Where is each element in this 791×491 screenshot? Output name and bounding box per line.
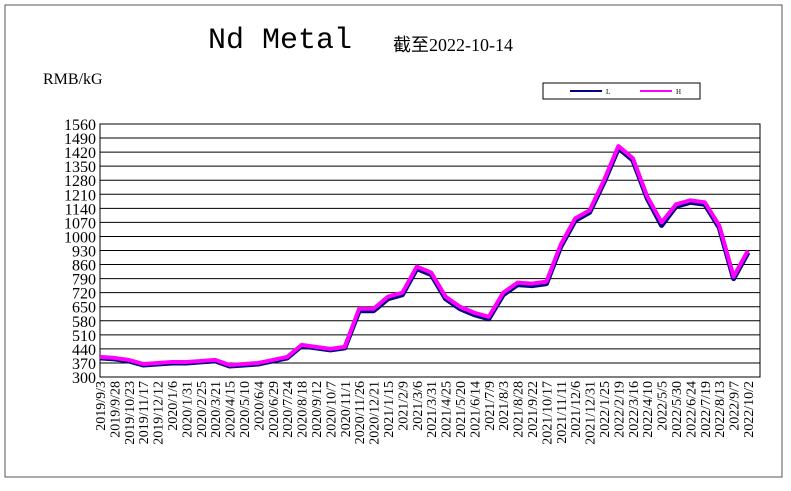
- y-tick-label: 650: [72, 300, 96, 317]
- x-tick-label: 2020/1/31: [180, 381, 195, 438]
- line-series: [99, 144, 750, 367]
- x-tick-label: 2020/8/18: [296, 381, 311, 438]
- y-tick-label: 1560: [64, 117, 96, 134]
- y-tick-label: 1280: [64, 173, 96, 190]
- x-tick-label: 2021/8/28: [512, 381, 527, 438]
- x-tick-label: 2022/6/24: [684, 381, 699, 438]
- x-tick-label: 2020/2/25: [195, 381, 210, 438]
- x-tick-label: 2021/4/25: [440, 381, 455, 438]
- chart-title: Nd Metal: [208, 24, 352, 58]
- x-tick-label: 2021/5/20: [454, 381, 469, 438]
- x-tick-label: 2020/11/1: [339, 381, 354, 437]
- y-tick-label: 1420: [64, 145, 96, 162]
- x-tick-label: 2020/5/10: [238, 381, 253, 438]
- legend-label: L: [606, 88, 610, 96]
- x-tick-label: 2021/6/14: [468, 381, 483, 438]
- x-tick-label: 2020/12/21: [368, 381, 383, 445]
- x-tick-label: 2022/1/25: [598, 381, 613, 438]
- y-tick-label: 1140: [65, 201, 96, 218]
- y-tick-label: 720: [72, 286, 96, 303]
- y-tick-label: 510: [72, 328, 96, 345]
- x-tick-label: 2022/5/30: [670, 381, 685, 438]
- x-tick-label: 2021/2/9: [396, 381, 411, 431]
- x-tick-label: 2019/11/17: [137, 381, 152, 444]
- x-tick-label: 2022/9/7: [728, 381, 743, 431]
- y-axis-label: RMB/kG: [43, 71, 103, 88]
- y-tick-label: 860: [72, 258, 96, 275]
- y-tick-label: 1490: [64, 131, 96, 148]
- x-tick-label: 2021/3/31: [425, 381, 440, 438]
- y-tick-label: 580: [72, 314, 96, 331]
- x-tick-label: 2020/4/15: [224, 381, 239, 438]
- x-tick-label: 2020/1/6: [166, 381, 181, 431]
- x-tick-label: 2021/1/15: [382, 381, 397, 438]
- x-tick-label: 2020/6/29: [267, 381, 282, 438]
- x-tick-label: 2020/7/24: [281, 381, 296, 438]
- x-tick-label: 2021/8/3: [497, 381, 512, 431]
- x-tick-label: 2022/7/19: [699, 381, 714, 438]
- y-tick-label: 1000: [64, 229, 96, 246]
- y-tick-label: 930: [72, 244, 96, 261]
- x-tick-label: 2021/11/11: [555, 381, 570, 444]
- x-tick-label: 2022/5/5: [656, 381, 671, 431]
- x-tick-label: 2019/12/12: [152, 381, 167, 445]
- x-tick-label: 2020/9/12: [310, 381, 325, 438]
- x-tick-label: 2019/10/23: [123, 381, 138, 445]
- x-tick-label: 2022/3/16: [627, 381, 642, 438]
- legend-label: H: [676, 88, 681, 96]
- x-tick-label: 2020/3/21: [209, 381, 224, 438]
- x-tick-label: 2022/8/13: [713, 381, 728, 438]
- y-tick-label: 790: [72, 272, 96, 289]
- y-tick-label: 1070: [64, 215, 96, 232]
- x-tick-label: 2019/9/3: [94, 381, 109, 431]
- x-tick-label: 2022/4/10: [641, 381, 656, 438]
- x-tick-label: 2022/10/2: [742, 381, 757, 438]
- y-tick-label: 370: [72, 356, 96, 373]
- x-tick-label: 2021/3/6: [411, 381, 426, 431]
- x-tick-label: 2020/6/4: [252, 381, 267, 431]
- x-tick-label: 2021/10/17: [540, 381, 555, 445]
- x-tick-label: 2020/10/7: [324, 381, 339, 438]
- x-tick-label: 2022/2/19: [612, 381, 627, 438]
- x-tick-label: 2021/12/6: [569, 381, 584, 438]
- y-tick-label: 1210: [64, 187, 96, 204]
- x-tick-label: 2019/9/28: [108, 381, 123, 438]
- x-tick-label: 2020/11/26: [353, 381, 368, 444]
- x-tick-label: 2021/12/31: [584, 381, 599, 445]
- x-tick-label: 2021/9/22: [526, 381, 541, 438]
- chart-subtitle: 截至2022-10-14: [393, 35, 513, 55]
- legend: [542, 82, 701, 100]
- y-tick-label: 1350: [64, 159, 96, 176]
- y-tick-label: 440: [72, 342, 96, 359]
- x-tick-label: 2021/7/9: [483, 381, 498, 431]
- y-tick-label: 300: [72, 370, 96, 387]
